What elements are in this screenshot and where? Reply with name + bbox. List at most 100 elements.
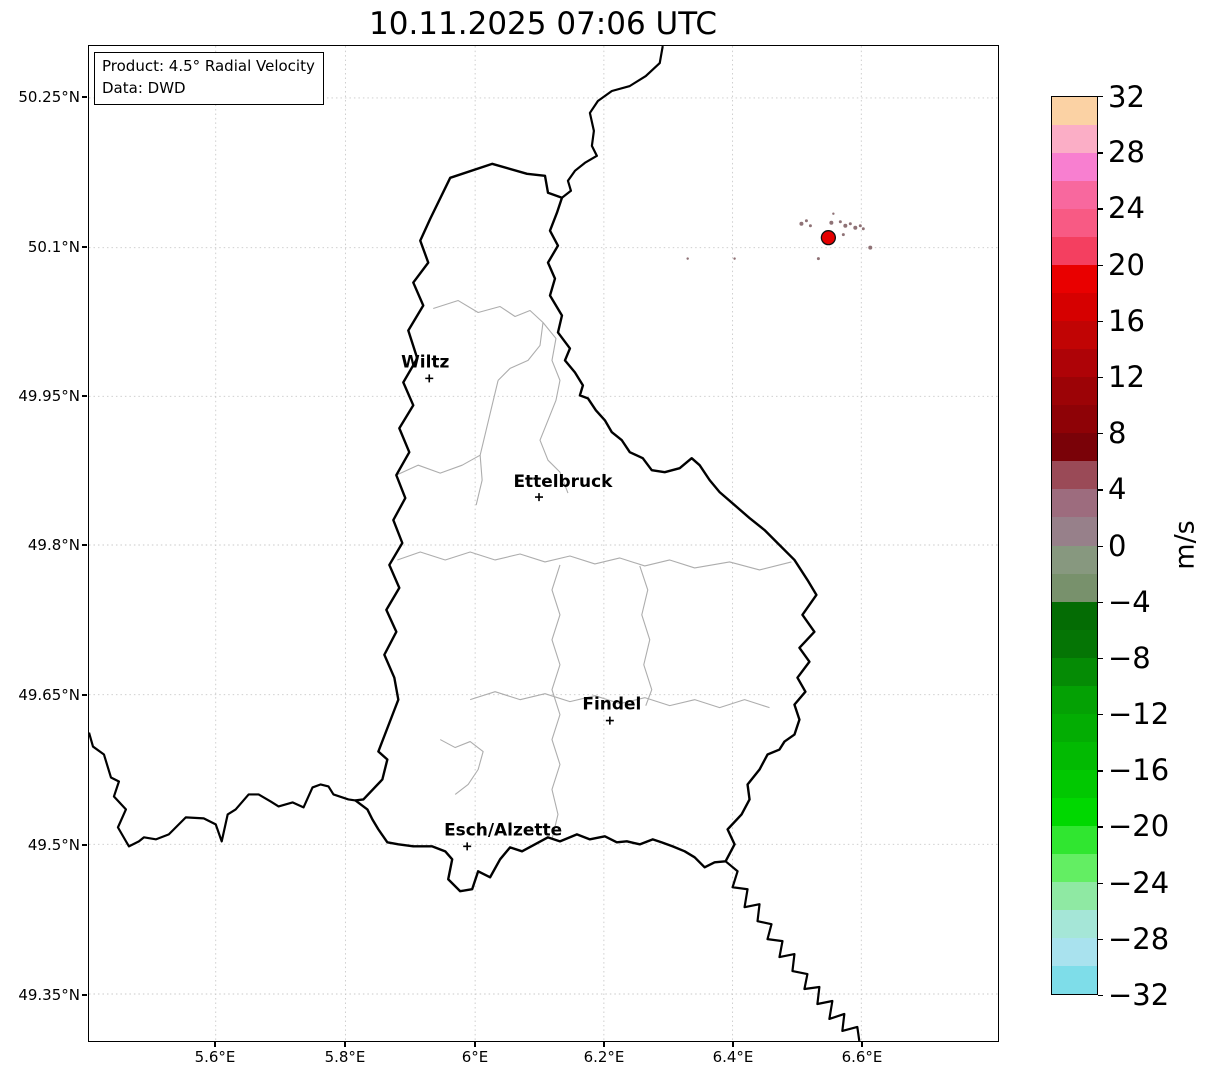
colorbar-tick-mark [1098,714,1103,716]
colorbar-segment [1052,321,1097,350]
colorbar-tick-mark [1098,264,1103,266]
luxembourg-border [354,162,818,893]
colorbar-segment [1052,629,1097,658]
colorbar-tick-mark [1098,770,1103,772]
x-tick-label: 5.8°E [324,1048,366,1066]
latitude-gridlines [89,97,998,995]
colorbar-tick-label: −20 [1108,809,1170,844]
colorbar-tick-mark [1098,489,1103,491]
colorbar-segment [1052,153,1097,182]
y-tick-mark [82,96,87,98]
y-tick-label: 49.95°N [18,387,80,405]
colorbar-tick-label: 0 [1108,528,1127,563]
city-label-wiltz: Wiltz [401,351,449,371]
y-tick-label: 49.8°N [27,536,80,554]
product-info-line2: Data: DWD [102,78,186,97]
colorbar-segment [1052,405,1097,434]
colorbar-segment [1052,181,1097,210]
colorbar-tick-label: 16 [1108,303,1145,338]
colorbar-segment [1052,685,1097,714]
moselle-river-border [724,860,861,1041]
longitude-gridlines [215,46,862,1041]
colorbar-segment [1052,125,1097,154]
colorbar-segment [1052,601,1097,630]
colorbar-tick-mark [1098,657,1103,660]
map-plot-area: Product: 4.5° Radial Velocity Data: DWD [88,45,999,1042]
colorbar-gradient [1051,96,1098,995]
x-tick-label: 5.6°E [194,1048,236,1066]
colorbar-tick-label: −24 [1108,865,1170,900]
y-tick-label: 49.65°N [18,686,80,704]
y-tick-mark [82,844,87,846]
y-tick-label: 49.5°N [27,836,80,854]
colorbar-tick-mark [1098,376,1103,379]
colorbar-segment [1052,937,1097,966]
colorbar-segment [1052,489,1097,518]
colorbar-tick-label: 32 [1108,80,1145,114]
colorbar-tick-label: 8 [1108,416,1127,451]
y-tick-mark [82,544,87,546]
colorbar-tick-mark [1098,433,1103,435]
colorbar-tick-mark [1098,208,1103,210]
colorbar-segment [1052,965,1097,994]
colorbar-segment [1052,797,1097,826]
colorbar-tick-label: −32 [1108,978,1170,1012]
city-label-esch-alzette: Esch/Alzette [444,819,562,839]
colorbar-segment [1052,293,1097,322]
colorbar-segment [1052,573,1097,602]
colorbar-segment [1052,265,1097,294]
colorbar-tick-mark [1098,882,1103,884]
y-tick-label: 50.25°N [18,88,80,106]
city-label-ettelbruck: Ettelbruck [513,471,613,491]
x-tick-label: 6.2°E [583,1048,625,1066]
colorbar-segment [1052,713,1097,742]
colorbar-unit-label: m/s [1169,520,1201,570]
y-tick-mark [82,246,87,248]
x-tick-label: 6°E [461,1048,489,1066]
canton-borders [396,299,792,840]
x-tick-label: 6.4°E [712,1048,754,1066]
city-cross-markers [425,374,614,851]
colorbar-segment [1052,377,1097,406]
x-tick-mark [861,1042,863,1047]
y-tick-mark [82,395,87,397]
y-tick-mark [82,994,87,996]
colorbar-tick-label: −12 [1108,697,1170,732]
colorbar-segment [1052,433,1097,462]
colorbar-segment [1052,461,1097,490]
x-tick-mark [474,1042,476,1047]
colorbar-tick-mark [1098,320,1103,323]
colorbar-segment [1052,657,1097,686]
colorbar-tick-label: 12 [1108,359,1145,394]
colorbar-segment [1052,853,1097,882]
y-tick-label: 50.1°N [27,238,80,256]
colorbar-tick-label: 24 [1108,191,1145,226]
colorbar-tick-label: −16 [1108,753,1170,788]
colorbar-tick-label: 28 [1108,135,1145,170]
plot-title: 10.11.2025 07:06 UTC [369,6,717,42]
colorbar-segment [1052,209,1097,238]
colorbar-tick-label: 20 [1108,247,1145,282]
map-canvas: Wiltz Ettelbruck Findel Esch/Alzette [89,46,998,1041]
colorbar-segment [1052,769,1097,798]
x-tick-mark [344,1042,346,1047]
colorbar-tick-label: −4 [1108,584,1151,619]
france-belgium-border [89,732,356,848]
colorbar-tick-label: 4 [1108,472,1127,507]
our-river-border [561,46,664,199]
radar-site-marker [820,230,837,246]
colorbar-segment [1052,909,1097,938]
colorbar-tick-mark [1098,826,1103,828]
colorbar-segment [1052,97,1097,126]
radar-echo-speckles [686,212,873,261]
colorbar-tick-label: −8 [1108,640,1151,675]
y-tick-label: 49.35°N [18,986,80,1004]
colorbar-segment [1052,741,1097,770]
colorbar-tick-mark [1098,995,1103,997]
colorbar-tick-mark [1098,601,1103,604]
colorbar-tick-label: −28 [1108,921,1170,956]
colorbar-segment [1052,881,1097,910]
x-tick-mark [603,1042,605,1047]
x-tick-mark [214,1042,216,1047]
